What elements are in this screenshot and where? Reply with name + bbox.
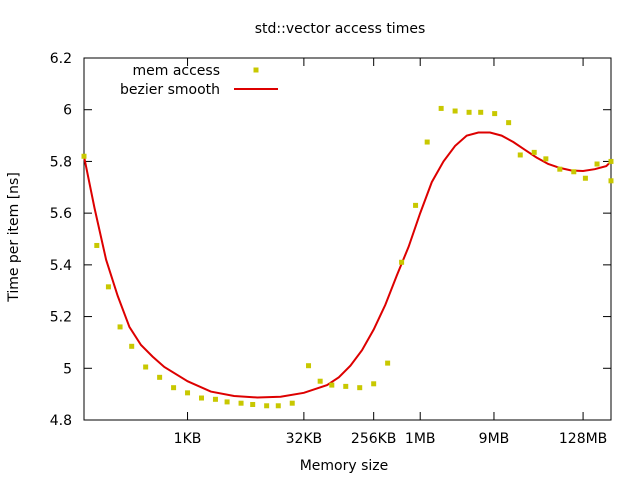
mem-access-point [129,343,135,349]
mem-access-point [250,401,256,407]
mem-access-point [385,360,391,366]
mem-access-point [343,383,349,389]
mem-access-point [94,242,100,248]
mem-access-point [117,324,123,330]
y-tick-label: 4.8 [50,413,72,429]
legend-swatch-mem-access [253,67,259,73]
legend-label-mem-access: mem access [132,63,220,79]
x-tick-label: 32KB [286,431,323,447]
mem-access-point [608,178,614,184]
mem-access-point [357,385,363,391]
mem-access-point [543,156,549,162]
mem-access-point [506,120,512,126]
mem-access-point [478,109,484,115]
x-tick-label: 1KB [174,431,202,447]
mem-access-point [105,284,111,290]
mem-access-point [466,109,472,115]
mem-access-point [399,259,405,265]
x-axis-label: Memory size [300,458,389,474]
y-tick-label: 5.6 [50,206,72,222]
series-mem-access [81,105,614,409]
chart-title: std::vector access times [255,21,426,37]
mem-access-point [238,400,244,406]
mem-access-point [517,152,523,158]
plot-area [83,57,612,421]
mem-access-point [224,399,230,405]
mem-access-point [329,382,335,388]
mem-access-point [264,403,270,409]
x-tick-label: 1MB [405,431,436,447]
x-tick-label: 256KB [351,431,397,447]
mem-access-point [81,153,87,159]
x-ticks: 1KB 32KB 256KB 1MB 9MB 128MB [174,58,607,447]
legend-label-bezier-smooth: bezier smooth [120,82,220,98]
mem-access-point [582,175,588,181]
mem-access-point [557,166,563,172]
mem-access-point [317,378,323,384]
y-ticks: 4.8 5 5.2 5.4 5.6 5.8 6 6.2 [50,51,611,429]
mem-access-point [608,158,614,164]
mem-access-point [413,202,419,208]
mem-access-point [306,363,312,369]
mem-access-point [594,161,600,167]
mem-access-point [492,111,498,117]
mem-access-point [424,139,430,145]
y-tick-label: 6.2 [50,51,72,67]
mem-access-point [438,105,444,111]
y-tick-label: 5 [63,361,72,377]
x-tick-label: 9MB [479,431,510,447]
mem-access-point [275,403,281,409]
mem-access-point [157,374,163,380]
mem-access-point [171,385,177,391]
mem-access-point [289,400,295,406]
mem-access-point [571,169,577,175]
mem-access-point [143,364,149,370]
y-tick-label: 5.4 [50,258,72,274]
series-bezier-smooth [83,131,612,399]
mem-access-point [371,381,377,387]
x-tick-label: 128MB [559,431,607,447]
y-axis-label: Time per item [ns] [6,172,22,303]
mem-access-point [452,108,458,114]
mem-access-point [531,149,537,155]
mem-access-point [212,396,218,402]
y-tick-label: 5.8 [50,154,72,170]
y-tick-label: 5.2 [50,310,72,326]
legend: mem access bezier smooth [120,63,278,98]
bezier-smooth-line [83,131,612,399]
mem-access-point [185,390,191,396]
y-tick-label: 6 [63,103,72,119]
legend-point [253,67,259,73]
mem-access-point [198,395,204,401]
